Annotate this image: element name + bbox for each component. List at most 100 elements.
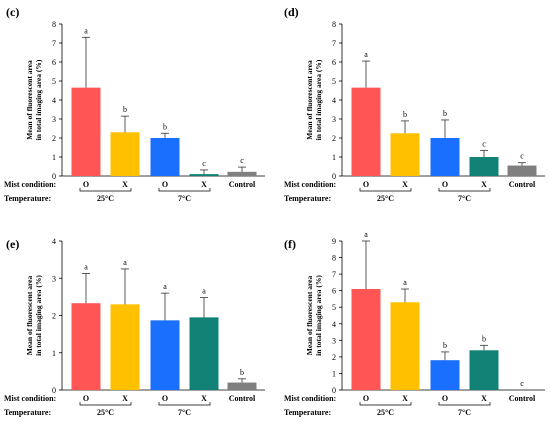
significance-letter: c xyxy=(520,379,524,388)
bar xyxy=(351,289,381,390)
y-tick-label: 6 xyxy=(332,287,336,296)
bar xyxy=(351,87,381,176)
mist-condition-label: Mist condition: xyxy=(284,394,336,403)
y-tick-label: 2 xyxy=(332,353,336,362)
bar xyxy=(110,304,140,390)
category-label: X xyxy=(122,394,128,403)
category-label: X xyxy=(481,394,487,403)
group-bracket xyxy=(79,188,132,192)
mist-condition-label: Mist condition: xyxy=(4,180,56,189)
group-bracket xyxy=(158,188,211,192)
significance-letter: c xyxy=(520,152,524,161)
bar xyxy=(71,303,101,390)
y-tick-label: 0 xyxy=(332,386,336,395)
y-tick-label: 3 xyxy=(52,274,56,283)
y-tick-label: 7 xyxy=(332,39,336,48)
y-tick-label: 2 xyxy=(332,134,336,143)
y-axis-title-line1: Mean of fluorescent area xyxy=(25,60,34,140)
category-label: O xyxy=(83,180,89,189)
panel-label: (f) xyxy=(284,237,296,251)
y-tick-label: 2 xyxy=(52,312,56,321)
y-tick-label: 3 xyxy=(332,336,336,345)
bar xyxy=(430,138,460,176)
temperature-group-label: 25°C xyxy=(377,194,394,203)
y-tick-label: 8 xyxy=(332,254,336,263)
category-label: Control xyxy=(229,394,256,403)
temperature-group-label: 7°C xyxy=(178,408,191,417)
category-label: Control xyxy=(509,180,536,189)
panel-e-chart: (e) Mean of fluorescent area in total imag… xyxy=(4,237,265,417)
category-label: X xyxy=(402,394,408,403)
y-axis-title-line2: in total imaging area (%) xyxy=(314,59,323,140)
y-tick-label: 4 xyxy=(52,96,56,105)
bar xyxy=(430,360,460,390)
bar xyxy=(189,174,219,176)
significance-letter: c xyxy=(202,159,206,168)
bar xyxy=(110,132,140,176)
mist-condition-label: Mist condition: xyxy=(284,180,336,189)
significance-letter: a xyxy=(84,26,88,35)
y-tick-label: 7 xyxy=(332,270,336,279)
bar xyxy=(507,165,537,176)
y-tick-label: 1 xyxy=(332,153,336,162)
significance-letter: b xyxy=(482,334,486,343)
mist-condition-label: Mist condition: xyxy=(4,394,56,403)
significance-letter: b xyxy=(240,368,244,377)
significance-letter: b xyxy=(123,105,127,114)
significance-letter: a xyxy=(163,282,167,291)
y-tick-label: 5 xyxy=(52,77,56,86)
y-tick-label: 8 xyxy=(52,20,56,29)
panel-label: (c) xyxy=(6,5,19,19)
panel-f-chart: (f) Mean of fluorescent area in total imag… xyxy=(284,230,545,417)
group-bracket xyxy=(158,402,211,406)
significance-letter: a xyxy=(123,258,127,267)
bar xyxy=(390,133,420,176)
category-label: O xyxy=(363,180,369,189)
panel-label: (e) xyxy=(6,237,19,251)
panel-c-chart: (c) Mean of fluorescent area in total imag… xyxy=(4,5,265,203)
temperature-group-label: 25°C xyxy=(97,408,114,417)
y-tick-label: 2 xyxy=(52,134,56,143)
group-bracket xyxy=(359,188,412,192)
y-tick-label: 3 xyxy=(52,115,56,124)
category-label: X xyxy=(122,180,128,189)
y-axis-title-line2: in total imaging area (%) xyxy=(34,275,43,356)
temperature-label: Temperature: xyxy=(4,194,51,203)
temperature-group-label: 25°C xyxy=(377,408,394,417)
y-tick-label: 8 xyxy=(332,20,336,29)
temperature-label: Temperature: xyxy=(4,408,51,417)
significance-letter: c xyxy=(482,139,486,148)
y-tick-label: 6 xyxy=(52,58,56,67)
significance-letter: a xyxy=(84,262,88,271)
temperature-group-label: 25°C xyxy=(97,194,114,203)
y-axis-title-line2: in total imaging area (%) xyxy=(314,275,323,356)
significance-letter: c xyxy=(240,156,244,165)
y-tick-label: 1 xyxy=(52,153,56,162)
category-label: X xyxy=(201,180,207,189)
bar xyxy=(150,138,180,176)
y-tick-label: 6 xyxy=(332,58,336,67)
group-bracket xyxy=(359,402,412,406)
y-tick-label: 1 xyxy=(52,349,56,358)
y-tick-label: 1 xyxy=(332,369,336,378)
category-label: O xyxy=(442,180,448,189)
category-label: Control xyxy=(509,394,536,403)
y-tick-label: 4 xyxy=(332,96,336,105)
category-label: O xyxy=(363,394,369,403)
significance-letter: b xyxy=(443,109,447,118)
category-label: X xyxy=(402,180,408,189)
panel-d-chart: (d) Mean of fluorescent area in total imag… xyxy=(284,5,545,203)
temperature-label: Temperature: xyxy=(284,194,331,203)
category-label: O xyxy=(162,394,168,403)
significance-letter: a xyxy=(364,230,368,239)
category-label: O xyxy=(83,394,89,403)
significance-letter: a xyxy=(364,50,368,59)
category-label: X xyxy=(481,180,487,189)
panel-label: (d) xyxy=(284,5,299,19)
y-axis-title-line1: Mean of fluorescent area xyxy=(305,276,314,356)
y-tick-label: 9 xyxy=(332,237,336,246)
group-bracket xyxy=(438,402,491,406)
bar xyxy=(227,382,257,390)
temperature-group-label: 7°C xyxy=(178,194,191,203)
